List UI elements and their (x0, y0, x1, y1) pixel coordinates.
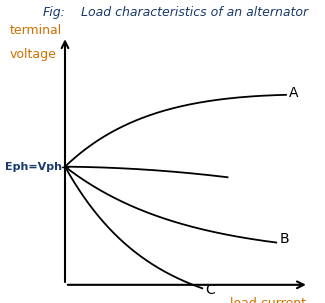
Text: load current: load current (229, 297, 306, 303)
Text: terminal: terminal (10, 24, 62, 37)
Text: A: A (289, 86, 299, 100)
Text: voltage: voltage (10, 48, 57, 62)
Text: B: B (280, 232, 289, 247)
Text: Load characteristics of an alternator: Load characteristics of an alternator (81, 6, 308, 19)
Text: C: C (206, 283, 215, 297)
Text: Eph=Vph: Eph=Vph (5, 161, 62, 172)
Text: Fig:: Fig: (42, 6, 65, 19)
